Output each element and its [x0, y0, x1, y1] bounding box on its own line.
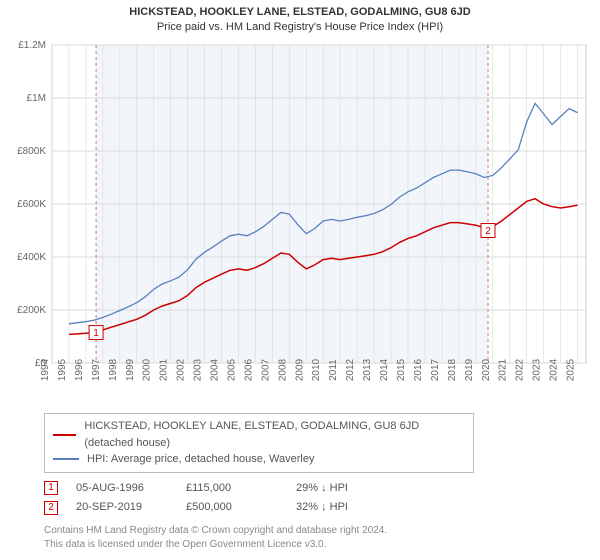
chart-svg: £0£200K£400K£600K£800K£1M£1.2M1994199519…: [8, 39, 592, 409]
sales-row: 2 20-SEP-2019 £500,000 32% ↓ HPI: [44, 498, 592, 518]
legend-row-hpi: HPI: Average price, detached house, Wave…: [53, 451, 465, 468]
footnote-line1: Contains HM Land Registry data © Crown c…: [44, 524, 592, 538]
svg-text:1998: 1998: [108, 358, 119, 381]
legend-row-price: HICKSTEAD, HOOKLEY LANE, ELSTEAD, GODALM…: [53, 418, 465, 451]
svg-text:2019: 2019: [464, 358, 475, 381]
sales-price: £500,000: [186, 498, 278, 518]
sales-price: £115,000: [186, 479, 278, 499]
svg-text:2008: 2008: [277, 358, 288, 381]
svg-text:2020: 2020: [481, 358, 492, 381]
svg-text:2003: 2003: [193, 358, 204, 381]
svg-text:2009: 2009: [294, 358, 305, 381]
svg-text:2013: 2013: [362, 358, 373, 381]
svg-text:2001: 2001: [159, 358, 170, 381]
footnote: Contains HM Land Registry data © Crown c…: [44, 524, 592, 552]
footnote-line2: This data is licensed under the Open Gov…: [44, 538, 592, 552]
sales-delta: 29% ↓ HPI: [296, 479, 388, 499]
svg-text:2023: 2023: [532, 358, 543, 381]
svg-text:1997: 1997: [91, 358, 102, 381]
sales-table: 1 05-AUG-1996 £115,000 29% ↓ HPI 2 20-SEP-201…: [44, 479, 592, 519]
svg-text:£200K: £200K: [17, 305, 46, 316]
svg-text:2014: 2014: [379, 358, 390, 381]
svg-text:2002: 2002: [176, 358, 187, 381]
svg-text:£800K: £800K: [17, 146, 46, 157]
sales-marker: 2: [44, 501, 58, 515]
sales-delta: 32% ↓ HPI: [296, 498, 388, 518]
legend-label-hpi: HPI: Average price, detached house, Wave…: [87, 451, 314, 468]
svg-text:2004: 2004: [210, 358, 221, 381]
svg-text:2017: 2017: [430, 358, 441, 381]
svg-text:£400K: £400K: [17, 252, 46, 263]
sales-date: 05-AUG-1996: [76, 479, 168, 499]
price-chart: £0£200K£400K£600K£800K£1M£1.2M1994199519…: [8, 39, 592, 409]
svg-text:2015: 2015: [396, 358, 407, 381]
legend: HICKSTEAD, HOOKLEY LANE, ELSTEAD, GODALM…: [44, 413, 474, 473]
page-title: HICKSTEAD, HOOKLEY LANE, ELSTEAD, GODALM…: [8, 6, 592, 18]
svg-text:1996: 1996: [74, 358, 85, 381]
legend-swatch-hpi: [53, 458, 79, 460]
svg-text:2018: 2018: [447, 358, 458, 381]
legend-label-price: HICKSTEAD, HOOKLEY LANE, ELSTEAD, GODALM…: [84, 418, 465, 451]
svg-text:2016: 2016: [413, 358, 424, 381]
svg-text:2012: 2012: [345, 358, 356, 381]
page-subtitle: Price paid vs. HM Land Registry's House …: [8, 21, 592, 33]
svg-text:2010: 2010: [311, 358, 322, 381]
svg-text:£600K: £600K: [17, 199, 46, 210]
svg-text:2000: 2000: [142, 358, 153, 381]
svg-text:2022: 2022: [515, 358, 526, 381]
svg-text:2006: 2006: [243, 358, 254, 381]
svg-text:1999: 1999: [125, 358, 136, 381]
sales-date: 20-SEP-2019: [76, 498, 168, 518]
svg-text:2025: 2025: [566, 358, 577, 381]
svg-text:2011: 2011: [328, 359, 339, 381]
svg-text:£1.2M: £1.2M: [18, 40, 46, 51]
svg-text:1: 1: [93, 328, 99, 339]
svg-text:2024: 2024: [549, 358, 560, 381]
svg-text:£1M: £1M: [27, 93, 46, 104]
legend-swatch-price: [53, 434, 76, 436]
svg-text:1994: 1994: [40, 358, 51, 381]
sales-row: 1 05-AUG-1996 £115,000 29% ↓ HPI: [44, 479, 592, 499]
svg-text:2007: 2007: [260, 358, 271, 381]
svg-text:2005: 2005: [226, 358, 237, 381]
svg-text:2021: 2021: [498, 358, 509, 381]
svg-text:2: 2: [485, 226, 491, 237]
sales-marker: 1: [44, 481, 58, 495]
svg-text:1995: 1995: [57, 358, 68, 381]
